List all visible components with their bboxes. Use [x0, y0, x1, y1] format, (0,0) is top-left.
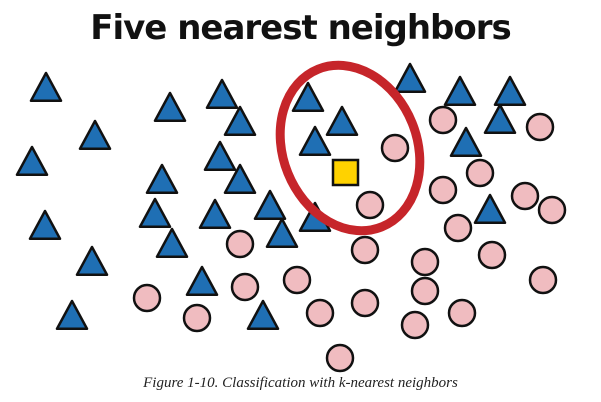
triangle-point	[298, 125, 332, 156]
triangle-point	[198, 198, 232, 229]
circle-point	[355, 190, 385, 220]
triangle-point	[203, 140, 237, 171]
triangle-point	[145, 163, 179, 194]
triangle-point	[223, 105, 257, 136]
circle-point	[350, 235, 380, 265]
triangle-point	[155, 227, 189, 258]
triangle-point	[55, 299, 89, 330]
circle-point	[380, 133, 410, 163]
triangle-point	[78, 119, 112, 150]
circle-point	[132, 283, 162, 313]
circle-point	[410, 276, 440, 306]
triangle-point	[325, 105, 359, 136]
circle-point	[537, 195, 567, 225]
circle-point	[325, 343, 355, 373]
triangle-point	[473, 193, 507, 224]
triangle-point	[253, 189, 287, 220]
triangle-point	[291, 81, 325, 112]
triangle-point	[205, 78, 239, 109]
circle-point	[400, 310, 430, 340]
triangle-point	[449, 126, 483, 157]
triangle-point	[493, 75, 527, 106]
circle-point	[510, 181, 540, 211]
nearest-neighbors-ellipse	[275, 60, 425, 236]
circle-point	[225, 229, 255, 259]
circle-point	[528, 265, 558, 295]
triangle-point	[138, 197, 172, 228]
diagram-title: Five nearest neighbors	[90, 8, 511, 48]
class-b-points	[132, 105, 567, 373]
circle-point	[443, 213, 473, 243]
triangle-point	[265, 217, 299, 248]
circle-point	[465, 158, 495, 188]
figure-caption: Figure 1-10. Classification with k-neare…	[143, 375, 458, 391]
circle-point	[428, 175, 458, 205]
circle-point	[350, 288, 380, 318]
circle-point	[305, 298, 335, 328]
triangle-point	[483, 103, 517, 134]
circle-point	[525, 112, 555, 142]
triangle-point	[185, 265, 219, 296]
circle-point	[447, 298, 477, 328]
triangle-point	[15, 145, 49, 176]
query-point-square	[331, 158, 360, 187]
circle-point	[428, 105, 458, 135]
triangle-point	[223, 163, 257, 194]
circle-point	[230, 272, 260, 302]
triangle-point	[75, 245, 109, 276]
triangle-point	[246, 299, 280, 330]
triangle-point	[29, 71, 63, 102]
circle-point	[282, 265, 312, 295]
class-a-points	[15, 62, 527, 330]
circle-point	[410, 247, 440, 277]
circle-point	[182, 303, 212, 333]
circle-point	[477, 240, 507, 270]
triangle-point	[393, 62, 427, 93]
triangle-point	[153, 91, 187, 122]
triangle-point	[28, 209, 62, 240]
triangle-point	[443, 75, 477, 106]
